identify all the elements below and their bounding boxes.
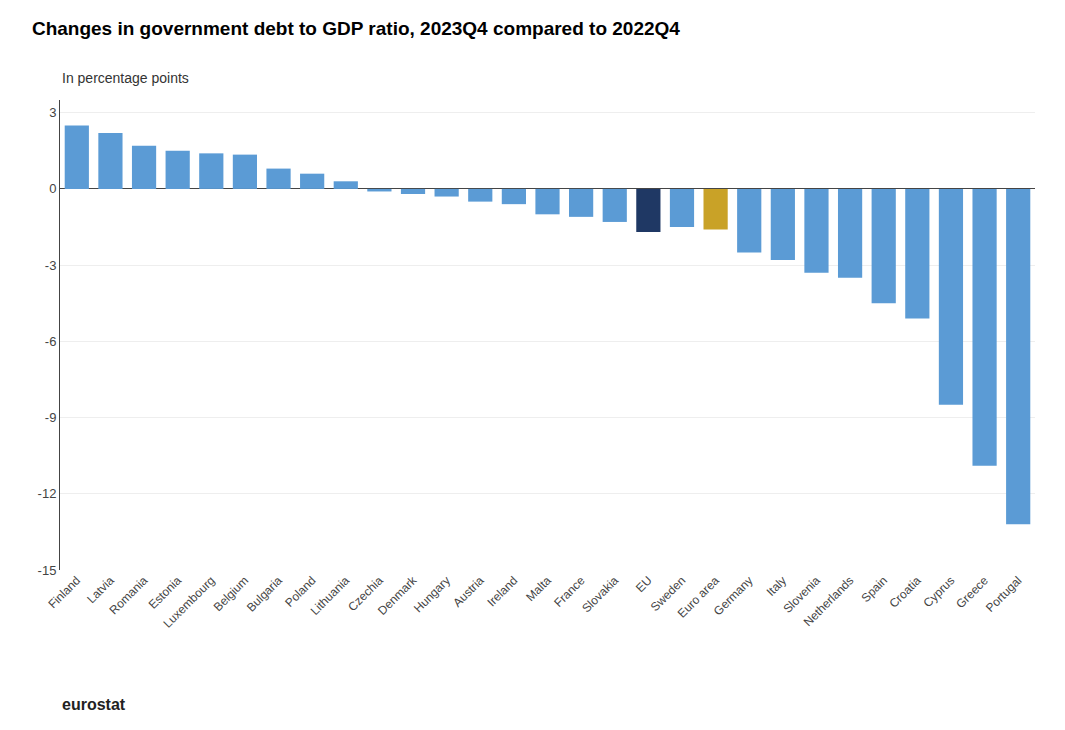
svg-text:Slovakia: Slovakia [579, 573, 621, 615]
svg-text:Denmark: Denmark [375, 573, 420, 618]
svg-text:-15: -15 [38, 563, 57, 578]
svg-text:Lithuania: Lithuania [308, 573, 353, 618]
svg-text:Estonia: Estonia [146, 573, 184, 611]
svg-text:3: 3 [49, 105, 56, 120]
svg-text:-6: -6 [45, 334, 57, 349]
svg-text:0: 0 [49, 181, 56, 196]
svg-text:Slovenia: Slovenia [780, 573, 823, 616]
svg-text:Austria: Austria [450, 573, 487, 610]
svg-text:EU: EU [633, 573, 655, 595]
svg-text:Poland: Poland [282, 573, 318, 609]
svg-text:Cyprus: Cyprus [921, 573, 958, 610]
svg-text:Latvia: Latvia [84, 573, 117, 606]
svg-text:Germany: Germany [711, 573, 756, 618]
svg-text:Luxembourg: Luxembourg [161, 573, 218, 630]
svg-text:Changes in government debt to: Changes in government debt to GDP ratio,… [32, 18, 680, 39]
svg-text:Portugal: Portugal [983, 573, 1025, 615]
svg-text:Czechia: Czechia [345, 573, 386, 614]
svg-text:Finland: Finland [45, 573, 83, 611]
svg-text:Ireland: Ireland [484, 573, 520, 609]
svg-text:Greece: Greece [953, 573, 991, 611]
svg-text:Belgium: Belgium [211, 573, 252, 614]
svg-text:Croatia: Croatia [886, 573, 923, 610]
svg-text:Spain: Spain [858, 573, 890, 605]
svg-text:Netherlands: Netherlands [801, 573, 857, 629]
svg-text:Malta: Malta [523, 573, 554, 604]
svg-text:eurostat: eurostat [62, 696, 126, 713]
svg-text:Italy: Italy [764, 573, 789, 598]
svg-text:Romania: Romania [107, 573, 151, 617]
svg-text:-3: -3 [45, 258, 57, 273]
svg-text:Hungary: Hungary [411, 573, 453, 615]
svg-text:-9: -9 [45, 410, 57, 425]
svg-text:-12: -12 [38, 486, 57, 501]
svg-text:Sweden: Sweden [648, 573, 689, 614]
svg-text:Bulgaria: Bulgaria [244, 573, 285, 614]
svg-text:In percentage points: In percentage points [62, 70, 189, 86]
svg-text:Euro area: Euro area [675, 573, 722, 620]
svg-text:France: France [551, 573, 588, 610]
